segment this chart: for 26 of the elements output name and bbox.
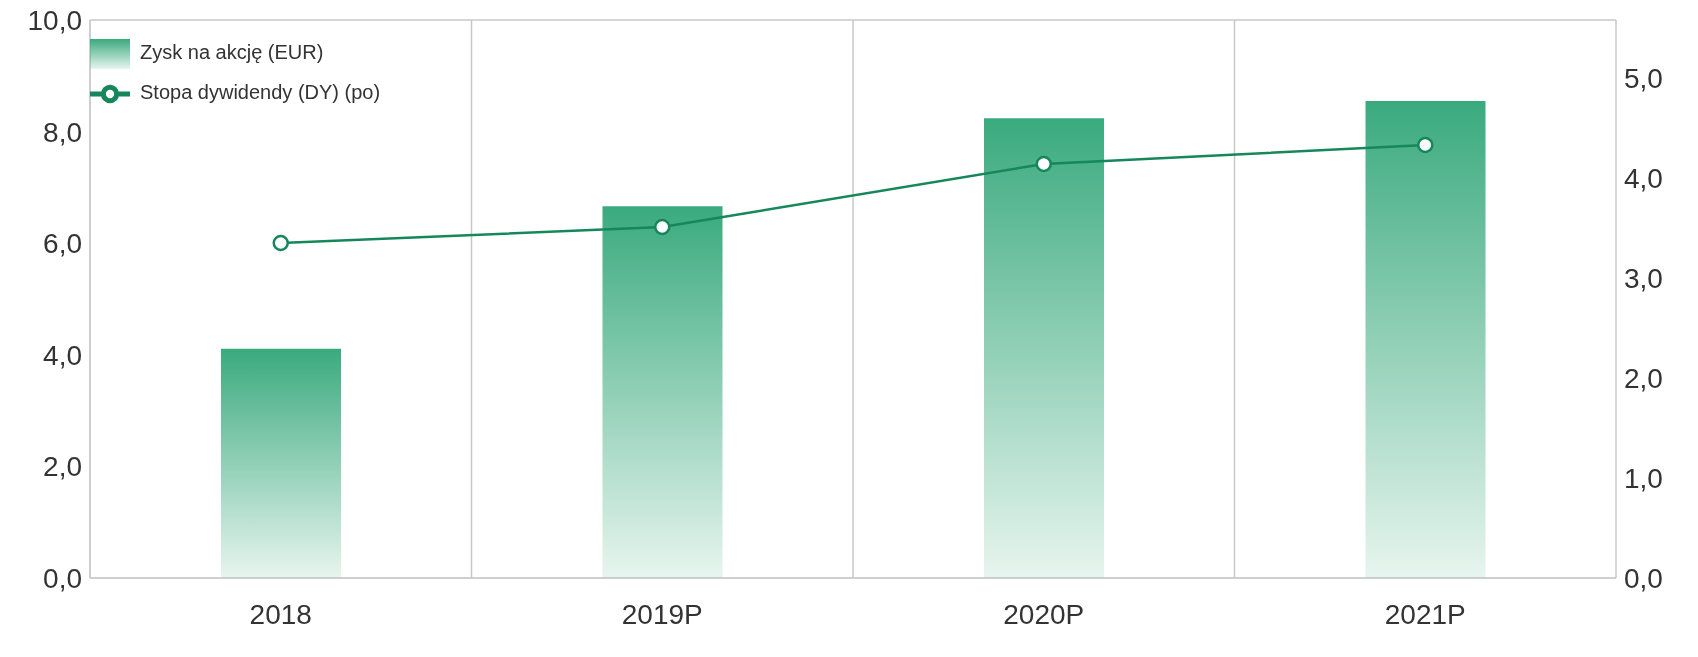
point [654,218,671,236]
x-tick-label: 2018 [249,598,312,630]
legend-label: Zysk na akcję (EUR) [140,41,324,64]
bar [602,206,723,578]
y2-tick-label: 0,0 [1624,562,1663,594]
point [272,234,289,252]
x-tick-label: 2021P [1384,598,1466,630]
y-tick-label: 0,0 [43,562,82,594]
y2-tick-label: 5,0 [1624,62,1663,94]
legend-label: Stopa dywidendy (DY) (po) [140,81,381,104]
x-tick-label: 2020P [1003,598,1085,630]
x-tick-label: 2019P [621,598,703,630]
bar [1365,100,1486,578]
point [1035,155,1052,173]
y2-tick-label: 1,0 [1624,462,1663,494]
y-tick-label: 2,0 [43,451,82,483]
y2-tick-label: 2,0 [1624,362,1663,394]
y2-tick-label: 4,0 [1624,162,1663,194]
y-tick-label: 6,0 [43,228,82,260]
y2-tick-label: 3,0 [1624,262,1663,294]
point [1417,136,1434,154]
y-tick-label: 4,0 [43,339,82,371]
y-tick-label: 8,0 [43,116,82,148]
bar [221,348,341,578]
bar [984,118,1104,578]
y-tick-label: 10,0 [27,4,82,36]
